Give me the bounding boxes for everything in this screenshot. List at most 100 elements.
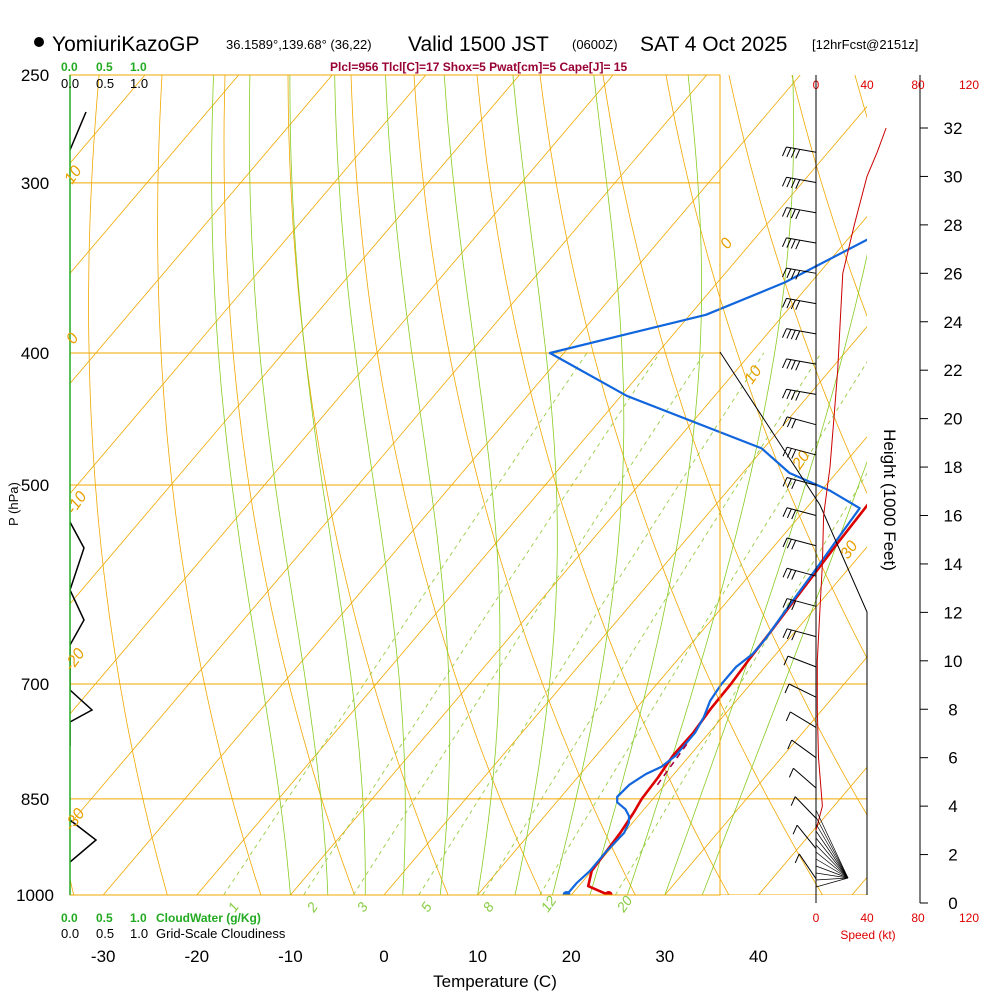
wind-barb-lowlevel xyxy=(815,823,849,879)
wind-barb-flag xyxy=(786,238,792,248)
cloud-water-trace xyxy=(70,819,98,863)
cloud-water-scale-label: CloudWater (g/Kg) xyxy=(156,911,261,925)
wind-barb-flag xyxy=(792,824,798,835)
wind-barb xyxy=(786,476,817,486)
wind-barb-flag xyxy=(790,360,796,370)
mixing-ratio-label: 20 xyxy=(613,893,636,916)
wind-barb xyxy=(786,146,817,153)
wind-barb-lowlevel xyxy=(815,816,849,879)
dry-adiabat-line xyxy=(539,75,823,895)
dry-adiabat-line xyxy=(413,75,636,895)
wind-barb-flag xyxy=(786,329,792,339)
moist-adiabat-line xyxy=(334,75,406,895)
parcel-line xyxy=(656,739,691,786)
wind-barb-flag xyxy=(795,391,801,401)
temperature-surface-point xyxy=(604,891,613,895)
temperature-tick-label: -30 xyxy=(91,947,116,966)
wind-barb-flag xyxy=(795,270,801,280)
height-tick-label: 20 xyxy=(944,410,963,429)
dry-adiabat-label: 0 xyxy=(63,330,82,347)
mixing-ratio-label: 12 xyxy=(537,893,559,915)
wind-barb xyxy=(798,853,817,880)
wind-barb-flag xyxy=(791,600,797,611)
cloudiness-scale-label: 1.0 xyxy=(130,76,148,91)
wind-barb-flag xyxy=(781,328,787,338)
wind-barb xyxy=(786,358,817,365)
wind-barb-flag xyxy=(790,208,796,219)
wind-barb-flag xyxy=(786,208,792,218)
wind-barb-flag xyxy=(790,390,796,400)
height-axis-title: Height (1000 Feet) xyxy=(880,429,899,571)
moist-adiabat-line xyxy=(627,75,795,895)
wind-barb-flag xyxy=(782,628,788,639)
indices-line: Plcl=956 Tlcl[C]=17 Shox=5 Pwat[cm]=5 Ca… xyxy=(330,60,627,74)
wind-barb xyxy=(786,328,817,335)
wind-barb-flag xyxy=(786,629,792,640)
dry-adiabat-label: 30 xyxy=(837,538,861,562)
wind-barb-flag xyxy=(782,507,788,517)
wind-barb-lowlevel xyxy=(815,877,849,881)
moist-adiabat-line xyxy=(385,75,451,895)
height-tick-label: 30 xyxy=(944,167,963,186)
wind-barb xyxy=(786,507,817,516)
height-tick-label: 24 xyxy=(944,313,963,332)
wind-panel-boundary xyxy=(719,351,868,895)
dry-adiabat-label: -20 xyxy=(61,646,88,675)
temperature-tick-label: 30 xyxy=(655,947,674,966)
mixing-ratio-label: 2 xyxy=(303,899,321,916)
wind-barb-flag xyxy=(786,359,792,369)
pressure-tick-label: 300 xyxy=(21,174,49,193)
mixing-ratio-label: 3 xyxy=(353,899,371,915)
wind-barb-flag xyxy=(795,239,801,250)
wind-barb-flag xyxy=(782,416,788,427)
height-tick-label: 14 xyxy=(944,555,963,574)
wind-barb-flag xyxy=(791,479,797,489)
mixing-ratio-line xyxy=(615,472,867,895)
wind-barb-flag xyxy=(782,477,788,487)
height-tick-label: 32 xyxy=(944,119,963,138)
wind-barb-lowlevel xyxy=(815,837,849,879)
wind-barb-lowlevel xyxy=(815,865,849,879)
wind-barb-flag xyxy=(795,300,801,310)
temperature-tick-label: -10 xyxy=(278,947,303,966)
wind-barb xyxy=(786,567,817,577)
cloudiness-top-trace xyxy=(70,111,87,151)
wind-speed-line xyxy=(815,127,887,831)
height-tick-label: 26 xyxy=(944,264,963,283)
wind-barb-flag xyxy=(782,537,788,548)
wind-barbs xyxy=(781,146,849,888)
wind-barb-flag xyxy=(791,570,797,580)
pressure-axis-title: P (hPa) xyxy=(6,482,21,526)
dry-adiabat-line xyxy=(157,75,262,895)
wind-barb-lowlevel xyxy=(815,872,849,879)
dry-adiabat-line xyxy=(918,75,1000,895)
height-tick-label: 16 xyxy=(944,507,963,526)
temperature-tick-label: 10 xyxy=(468,947,487,966)
wind-barb-flag xyxy=(788,768,794,778)
wind-barb xyxy=(786,176,817,183)
moist-adiabat-line xyxy=(443,75,501,895)
dewpoint-line xyxy=(548,238,867,895)
header-valid: Valid 1500 JST xyxy=(408,33,549,56)
mixing-ratio-line xyxy=(482,352,822,895)
wind-barb xyxy=(791,739,817,759)
cloudiness-scale-label: 0.5 xyxy=(96,76,114,91)
dry-adiabat-line xyxy=(665,75,867,659)
wind-barb-flag xyxy=(795,209,801,220)
cloudiness-scale-label: 0.5 xyxy=(96,926,114,941)
isotherm-line xyxy=(383,326,867,895)
moist-adiabat-line xyxy=(289,75,366,895)
pressure-tick-label: 850 xyxy=(21,790,49,809)
speed-tick-label-bottom: 120 xyxy=(959,911,979,925)
height-tick-label: 28 xyxy=(944,216,963,235)
dry-adiabat-line xyxy=(981,75,1000,895)
height-tick-label: 12 xyxy=(944,603,963,622)
wind-barb-flag xyxy=(790,178,796,189)
wind-barb-lowlevel xyxy=(815,877,849,888)
wind-barb-flag xyxy=(790,269,796,279)
wind-barb-lowlevel xyxy=(815,858,849,879)
temperature-line xyxy=(586,503,867,895)
wind-barb xyxy=(796,824,817,849)
wind-barb-flag xyxy=(790,330,796,340)
